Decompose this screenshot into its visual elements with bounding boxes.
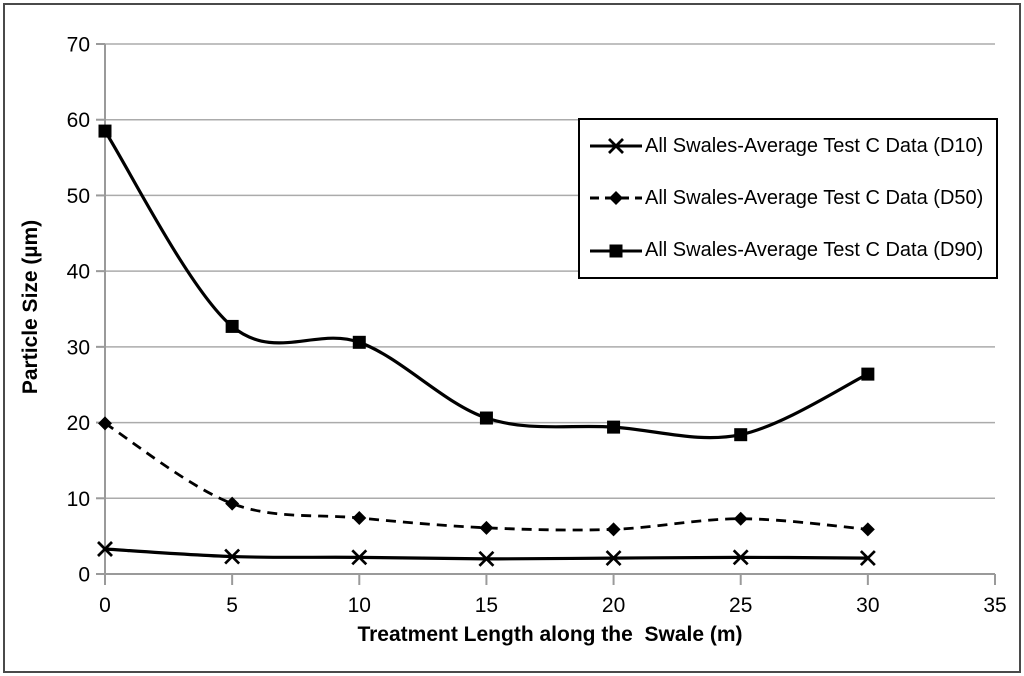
y-tick-label: 60 (67, 109, 90, 132)
y-axis-title: Particle Size (µm) (19, 220, 42, 394)
square-marker (479, 411, 493, 425)
legend: All Swales-Average Test C Data (D10) All… (578, 118, 998, 279)
x-tick-label: 10 (348, 594, 371, 617)
figure-border (3, 3, 1021, 673)
square-marker (861, 367, 875, 381)
diamond-marker (609, 191, 623, 206)
x-marker (224, 548, 241, 565)
x-marker (608, 138, 624, 155)
series-line-1 (104, 422, 868, 532)
diamond-marker (352, 510, 367, 525)
legend-label-d90: All Swales-Average Test C Data (D90) (645, 239, 984, 262)
y-tick-label: 40 (67, 261, 90, 284)
y-tick-label: 0 (78, 564, 90, 587)
y-tick-label: 30 (67, 336, 90, 359)
x-marker (478, 550, 495, 567)
x-tick-label: 20 (602, 594, 625, 617)
square-marker (352, 335, 366, 349)
y-tick-label: 20 (67, 412, 90, 435)
legend-item-d10: All Swales-Average Test C Data (D10) (590, 135, 996, 158)
diamond-marker (733, 511, 748, 526)
x-marker (97, 541, 113, 557)
x-tick-label: 15 (475, 594, 498, 617)
legend-item-d90: All Swales-Average Test C Data (D90) (590, 239, 996, 262)
square-marker (734, 428, 748, 442)
legend-sample-d50-dashed-diamond-marker-icon (590, 191, 642, 206)
square-marker (225, 319, 239, 333)
legend-item-d50: All Swales-Average Test C Data (D50) (590, 187, 996, 210)
x-axis-title: Treatment Length along the Swale (m) (357, 623, 742, 646)
y-tick-label: 10 (67, 488, 90, 511)
diamond-marker (98, 416, 112, 431)
x-marker (732, 549, 749, 566)
x-tick-label: 0 (99, 594, 111, 617)
x-tick-label: 25 (729, 594, 752, 617)
legend-sample-d10-line-x-marker-icon (590, 138, 642, 155)
square-marker (607, 420, 621, 434)
legend-label-d10: All Swales-Average Test C Data (D10) (645, 134, 984, 157)
x-marker (351, 549, 368, 566)
x-marker (605, 550, 622, 567)
square-marker (609, 244, 623, 258)
x-tick-label: 35 (983, 594, 1006, 617)
diamond-marker (606, 522, 621, 537)
diamond-marker (860, 522, 875, 537)
x-tick-label: 30 (856, 594, 879, 617)
y-tick-label: 50 (67, 185, 90, 208)
x-tick-label: 5 (226, 594, 238, 617)
diamond-marker (479, 520, 494, 535)
x-marker (859, 550, 876, 567)
square-marker (98, 124, 112, 138)
diamond-marker (225, 496, 240, 511)
legend-sample-d90-line-square-marker-icon (590, 244, 642, 258)
legend-label-d50: All Swales-Average Test C Data (D50) (645, 186, 984, 209)
y-tick-label: 70 (67, 34, 90, 57)
